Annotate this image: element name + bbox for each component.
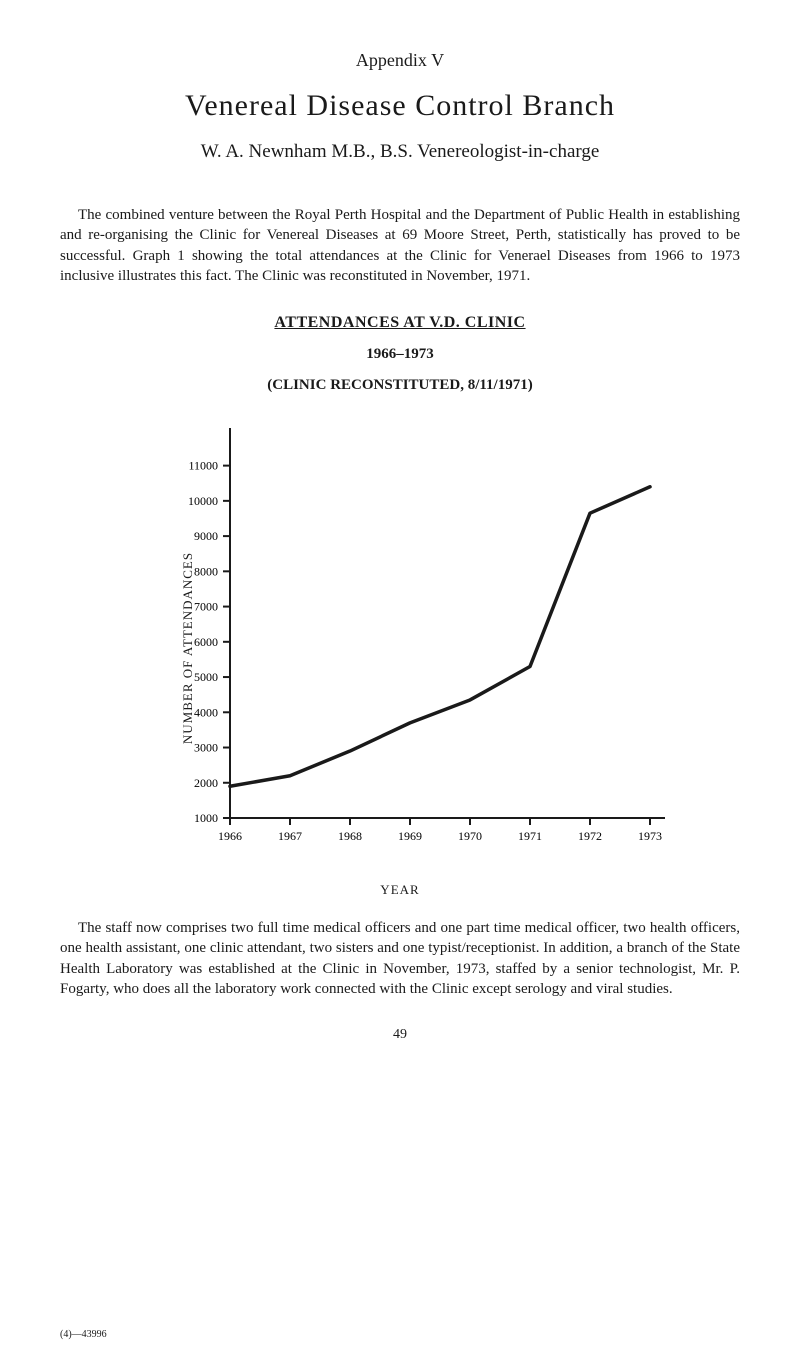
page-number: 49 <box>60 1027 740 1043</box>
svg-text:10000: 10000 <box>188 494 218 508</box>
chart-subtitle-1: 1966–1973 <box>60 346 740 363</box>
author-line: W. A. Newnham M.B., B.S. Venereologist-i… <box>60 141 740 163</box>
svg-text:11000: 11000 <box>188 459 218 473</box>
svg-text:8000: 8000 <box>194 564 218 578</box>
paragraph-2: The staff now comprises two full time me… <box>60 918 740 999</box>
svg-text:1970: 1970 <box>458 829 482 843</box>
appendix-label: Appendix V <box>60 50 740 71</box>
svg-text:1000: 1000 <box>194 811 218 825</box>
chart-ylabel: NUMBER OF ATTENDANCES <box>180 552 196 744</box>
svg-text:2000: 2000 <box>194 776 218 790</box>
chart-xlabel: YEAR <box>380 882 419 898</box>
footer-code: (4)—43996 <box>60 1329 107 1340</box>
chart-container: NUMBER OF ATTENDANCES 1000 2000 3000 4000 50… <box>120 408 680 888</box>
svg-text:3000: 3000 <box>194 741 218 755</box>
page-title: Venereal Disease Control Branch <box>60 89 740 123</box>
svg-text:1972: 1972 <box>578 829 602 843</box>
chart-title: ATTENDANCES AT V.D. CLINIC <box>60 314 740 332</box>
svg-text:1967: 1967 <box>278 829 302 843</box>
chart-subtitle-2: (CLINIC RECONSTITUTED, 8/11/1971) <box>60 377 740 394</box>
svg-text:6000: 6000 <box>194 635 218 649</box>
svg-text:5000: 5000 <box>194 670 218 684</box>
svg-text:1968: 1968 <box>338 829 362 843</box>
svg-text:7000: 7000 <box>194 600 218 614</box>
svg-text:9000: 9000 <box>194 529 218 543</box>
svg-text:1969: 1969 <box>398 829 422 843</box>
svg-text:1966: 1966 <box>218 829 242 843</box>
svg-text:1971: 1971 <box>518 829 542 843</box>
paragraph-1: The combined venture between the Royal P… <box>60 205 740 286</box>
svg-text:1973: 1973 <box>638 829 662 843</box>
svg-text:4000: 4000 <box>194 705 218 719</box>
attendance-chart: 1000 2000 3000 4000 5000 6000 7000 8000 9000 1000… <box>120 408 680 858</box>
